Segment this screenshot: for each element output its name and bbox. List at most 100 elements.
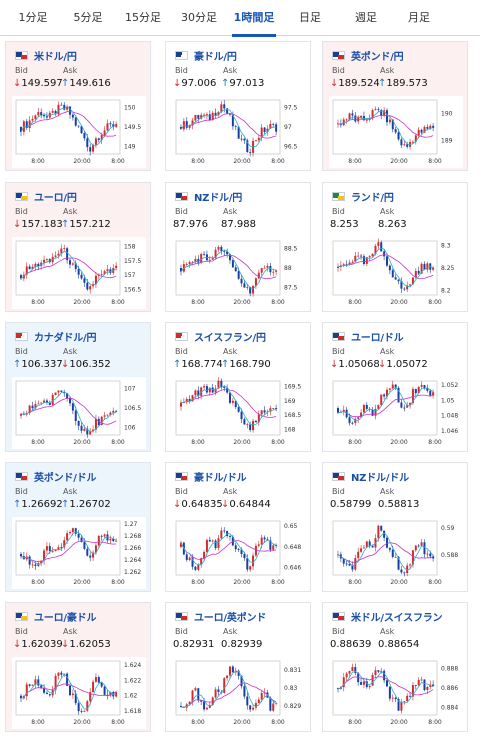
mini-chart[interactable]: 190 189 8:00 20:00 8:00 bbox=[329, 96, 463, 168]
rate-card-3[interactable]: ユーロ/円 Bid Ask ↓157.183 ↑157.212 158 157.5 157 15… bbox=[5, 182, 151, 312]
candle-body bbox=[348, 563, 351, 566]
pair-name[interactable]: カナダドル/円 bbox=[34, 332, 97, 344]
pair-name[interactable]: ランド/円 bbox=[351, 192, 394, 204]
mini-chart[interactable]: 150 149.5 149 8:00 20:00 8:00 bbox=[12, 96, 146, 168]
ask-label: Ask bbox=[223, 207, 238, 216]
tab-4[interactable]: 1時間足 bbox=[226, 0, 282, 37]
mini-chart-svg: 1.052 1.05 1.048 1.046 8:00 20:00 8:00 bbox=[332, 380, 458, 446]
tab-0[interactable]: 1分足 bbox=[18, 11, 48, 24]
mini-chart[interactable]: 0.831 0.83 0.829 8:00 20:00 8:00 bbox=[172, 657, 306, 729]
rate-card-8[interactable]: ユーロ/ドル Bid Ask ↓1.05068 ↓1.05072 1.052 1.05 1.0… bbox=[322, 322, 468, 452]
mini-chart[interactable]: 8.3 8.25 8.2 8:00 20:00 8:00 bbox=[329, 237, 463, 309]
bid-value: ↓149.597 bbox=[13, 78, 63, 89]
candle-body bbox=[86, 548, 89, 556]
rate-card-1[interactable]: 豪ドル/円 Bid Ask ↓97.006 ↑97.013 97.5 97 96.5 8:00 2… bbox=[165, 41, 311, 171]
rate-card-0[interactable]: 米ドル/円 Bid Ask ↓149.597 ↑149.616 150 149.5 149 8:… bbox=[5, 41, 151, 171]
candle-body bbox=[25, 121, 28, 129]
mini-chart[interactable]: 107 106.5 106 8:00 20:00 8:00 bbox=[12, 377, 146, 449]
candle-body bbox=[211, 697, 214, 706]
bid-value: 0.88639 bbox=[330, 639, 371, 650]
candle-body bbox=[377, 242, 380, 246]
candle-body bbox=[100, 416, 103, 426]
tab-5[interactable]: 日足 bbox=[299, 11, 321, 24]
candle-body bbox=[254, 278, 257, 286]
candle-body bbox=[203, 386, 206, 388]
candle-body bbox=[400, 281, 403, 289]
pair-name[interactable]: スイスフラン/円 bbox=[194, 332, 266, 344]
pair-name[interactable]: 米ドル/スイスフラン bbox=[351, 612, 443, 624]
candle-body bbox=[406, 404, 409, 408]
mini-chart[interactable]: 169.5 169 168.5 168 8:00 20:00 8:00 bbox=[172, 377, 306, 449]
candle-body bbox=[388, 547, 391, 550]
pair-name[interactable]: ユーロ/ドル bbox=[351, 332, 404, 344]
rate-card-6[interactable]: カナダドル/円 Bid Ask ↑106.337 ↓106.352 107 106.5 106… bbox=[5, 322, 151, 452]
pair-name[interactable]: 米ドル/円 bbox=[34, 51, 77, 63]
pair-name[interactable]: 英ポンド/ドル bbox=[34, 472, 97, 484]
pair-name[interactable]: 豪ドル/円 bbox=[194, 51, 237, 63]
mini-chart[interactable]: 158 157.5 157 156.5 8:00 20:00 8:00 bbox=[12, 237, 146, 309]
candle-body bbox=[365, 681, 368, 688]
tab-6[interactable]: 週足 bbox=[355, 11, 377, 24]
candle-body bbox=[112, 124, 115, 127]
mini-chart[interactable]: 0.59 0.588 8:00 20:00 8:00 bbox=[329, 517, 463, 589]
rate-card-7[interactable]: スイスフラン/円 Bid Ask ↑168.774 ↑168.790 169.5 169 16… bbox=[165, 322, 311, 452]
candle-body bbox=[20, 127, 22, 132]
x-tick-label: 8:00 bbox=[428, 299, 442, 306]
mini-chart[interactable]: 1.052 1.05 1.048 1.046 8:00 20:00 8:00 bbox=[329, 377, 463, 449]
pair-name[interactable]: NZドル/ドル bbox=[351, 472, 409, 484]
rate-card-14[interactable]: 米ドル/スイスフラン Bid Ask 0.88639 0.88654 0.888 0.886… bbox=[322, 602, 468, 732]
rate-card-10[interactable]: 豪ドル/ドル Bid Ask ↓0.64835 ↓0.64844 0.65 0.648 0.6… bbox=[165, 462, 311, 592]
pair-name[interactable]: ユーロ/豪ドル bbox=[34, 612, 97, 624]
candle-body bbox=[397, 699, 400, 711]
rate-card-11[interactable]: NZドル/ドル Bid Ask 0.58799 0.58813 0.59 0.588 8:00… bbox=[322, 462, 468, 592]
pair-name[interactable]: 英ポンド/円 bbox=[351, 51, 404, 63]
candle-body bbox=[371, 253, 374, 257]
rate-card-9[interactable]: 英ポンド/ドル Bid Ask ↑1.26692 ↑1.26702 1.27 1.268 1.… bbox=[5, 462, 151, 592]
x-tick-label: 8:00 bbox=[31, 158, 45, 165]
mini-chart[interactable]: 88.5 88 87.5 8:00 20:00 8:00 bbox=[172, 237, 306, 309]
tab-3[interactable]: 30分足 bbox=[181, 11, 217, 24]
candle-body bbox=[345, 264, 348, 266]
rate-card-12[interactable]: ユーロ/豪ドル Bid Ask ↓1.62039 ↓1.62053 1.624 1.622 1… bbox=[5, 602, 151, 732]
candle-body bbox=[208, 114, 211, 121]
candle-body bbox=[388, 265, 391, 271]
mini-chart[interactable]: 1.624 1.622 1.62 1.618 8:00 20:00 8:00 bbox=[12, 657, 146, 729]
tab-2[interactable]: 15分足 bbox=[125, 11, 161, 24]
candle-body bbox=[69, 685, 71, 696]
candle-body bbox=[89, 431, 92, 435]
rate-card-13[interactable]: ユーロ/英ポンド Bid Ask 0.82931 0.82939 0.831 0.83 0.8… bbox=[165, 602, 311, 732]
candle-body bbox=[77, 125, 80, 127]
candle-body bbox=[57, 390, 60, 393]
candle-body bbox=[342, 409, 345, 412]
candle-body bbox=[351, 422, 354, 424]
au-us-flag-icon bbox=[175, 471, 188, 481]
tab-1[interactable]: 5分足 bbox=[73, 11, 103, 24]
y-tick-label: 1.048 bbox=[441, 413, 458, 420]
moving-average-line-short bbox=[180, 533, 277, 566]
candle-body bbox=[386, 389, 388, 397]
rate-card-2[interactable]: 英ポンド/円 Bid Ask ↓189.524 ↑189.573 190 189 8:00 20… bbox=[322, 41, 468, 171]
arrow-down-icon: ↓ bbox=[13, 78, 22, 89]
moving-average-line-long bbox=[337, 542, 434, 564]
pair-name[interactable]: ユーロ/円 bbox=[34, 192, 77, 204]
candle-body bbox=[380, 670, 383, 672]
pair-name[interactable]: NZドル/円 bbox=[194, 192, 243, 204]
mini-chart[interactable]: 1.27 1.268 1.266 1.264 1.262 8:00 20:00 8:00 bbox=[12, 517, 146, 589]
mini-chart[interactable]: 97.5 97 96.5 8:00 20:00 8:00 bbox=[172, 96, 306, 168]
pair-name[interactable]: 豪ドル/ドル bbox=[194, 472, 247, 484]
pair-name[interactable]: ユーロ/英ポンド bbox=[194, 612, 267, 624]
candle-body bbox=[252, 707, 255, 710]
candle-body bbox=[252, 555, 255, 567]
bid-value-text: 157.183 bbox=[21, 219, 63, 230]
card-header: NZドル/円 bbox=[175, 189, 243, 204]
candle-body bbox=[240, 675, 243, 687]
mini-chart[interactable]: 0.65 0.648 0.646 8:00 20:00 8:00 bbox=[172, 517, 306, 589]
moving-average-line-long bbox=[20, 683, 117, 699]
moving-average-line-long bbox=[337, 114, 434, 138]
mini-chart-svg: 0.888 0.886 0.884 8:00 20:00 8:00 bbox=[332, 660, 458, 726]
rate-card-4[interactable]: NZドル/円 Bid Ask 87.976 87.988 88.5 88 87.5 8:00 20… bbox=[165, 182, 311, 312]
rate-card-5[interactable]: ランド/円 Bid Ask 8.253 8.263 8.3 8.25 8.2 8:00 20:00… bbox=[322, 182, 468, 312]
tab-7[interactable]: 月足 bbox=[408, 11, 430, 24]
candle-body bbox=[194, 390, 197, 396]
mini-chart[interactable]: 0.888 0.886 0.884 8:00 20:00 8:00 bbox=[329, 657, 463, 729]
